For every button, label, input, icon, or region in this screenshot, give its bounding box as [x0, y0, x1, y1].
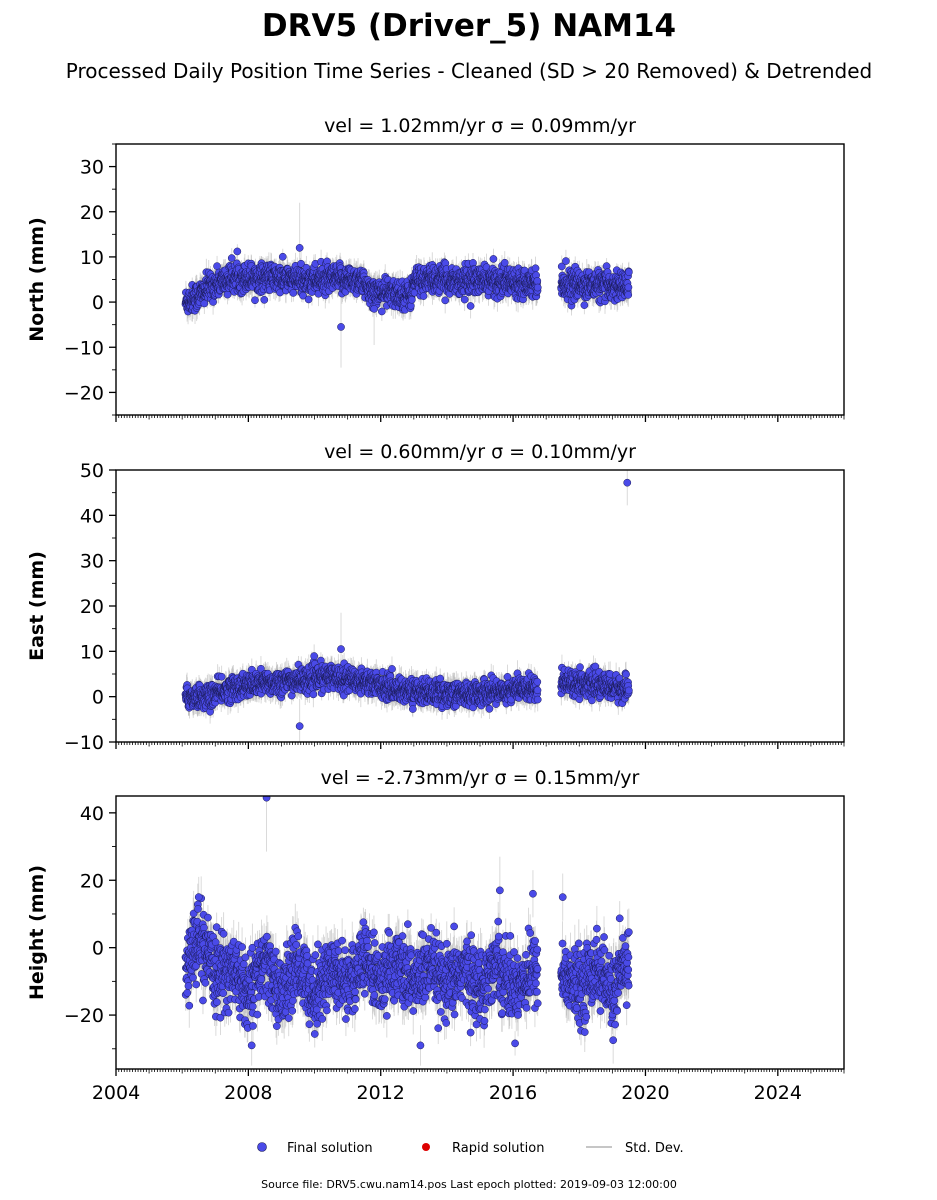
north-y-ticks	[109, 143, 116, 416]
final-solution-point	[557, 262, 566, 271]
final-solution-point	[580, 301, 589, 309]
final-solution-point	[297, 259, 305, 268]
north-final-points	[181, 244, 633, 331]
y-tick-label: 20	[80, 202, 104, 224]
final-solution-point	[624, 283, 633, 292]
final-solution-point	[533, 283, 542, 292]
panel-north: −20 −10 0 10 20 30 vel = 1.02mm/yr σ = 0.09mm/…	[26, 115, 845, 422]
north-data	[181, 202, 633, 368]
final-solution-point	[260, 295, 269, 304]
north-x-ticks	[115, 415, 845, 422]
y-tick-label: 10	[80, 247, 104, 269]
final-solution-point	[227, 254, 236, 262]
east-std-dev-bars	[185, 470, 630, 742]
final-solution-point	[370, 305, 378, 313]
final-solution-point	[531, 264, 540, 273]
final-solution-point	[299, 291, 307, 300]
final-solution-point	[295, 244, 304, 252]
y-tick-label: 30	[80, 157, 104, 179]
figure-subtitle: Processed Daily Position Time Series - C…	[66, 59, 872, 83]
final-solution-point	[337, 323, 345, 331]
final-solution-point	[289, 289, 298, 297]
final-solution-point	[233, 247, 242, 256]
final-solution-point	[500, 258, 509, 267]
y-tick-label: 0	[92, 292, 104, 314]
final-solution-point	[278, 252, 287, 261]
final-solution-point	[304, 295, 313, 304]
y-tick-label: −20	[64, 382, 104, 404]
east-data	[181, 470, 633, 742]
final-solution-point	[624, 291, 633, 299]
final-solution-point	[489, 255, 498, 263]
final-solution-point	[624, 268, 633, 276]
figure-title: DRV5 (Driver_5) NAM14	[262, 8, 676, 44]
panels: −20 −10 0 10 20 30 vel = 1.02mm/yr σ = 0.09mm/…	[26, 115, 845, 1104]
final-solution-point	[251, 296, 259, 305]
final-solution-point	[466, 302, 475, 310]
final-solution-point	[441, 296, 450, 305]
north-y-axis-label: North (mm)	[26, 217, 48, 342]
final-solution-point	[213, 262, 221, 271]
final-solution-point	[533, 277, 542, 285]
y-tick-label: −10	[64, 337, 104, 359]
final-solution-point	[419, 292, 428, 300]
north-panel-title: vel = 1.02mm/yr σ = 0.09mm/yr	[324, 115, 636, 137]
final-solution-point	[407, 295, 416, 304]
final-solution-point	[562, 257, 570, 265]
final-solution-point	[378, 307, 386, 316]
final-solution-point	[460, 295, 469, 304]
